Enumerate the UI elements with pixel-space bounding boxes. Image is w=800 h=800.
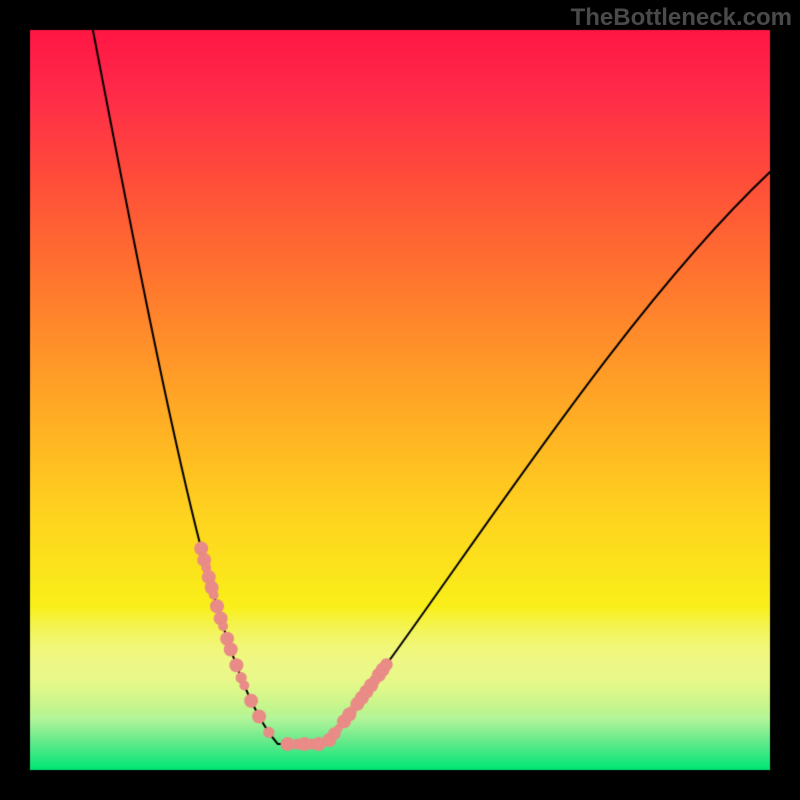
bottleneck-chart-canvas	[0, 0, 800, 800]
chart-stage: TheBottleneck.com	[0, 0, 800, 800]
